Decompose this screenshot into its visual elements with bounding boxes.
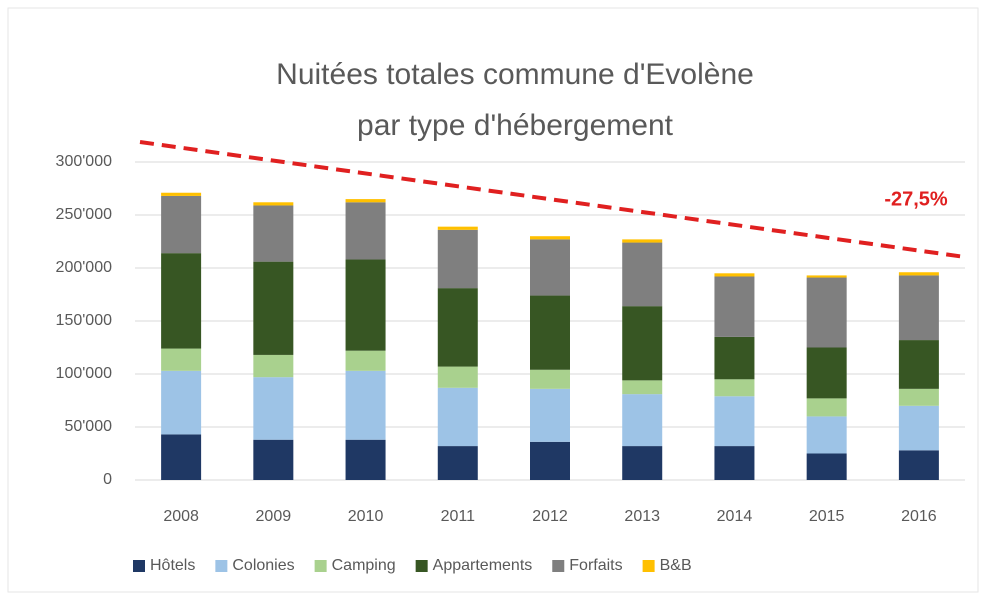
x-tick-label: 2010 — [348, 508, 384, 525]
bar-segment — [714, 396, 755, 447]
bar-segment — [622, 242, 663, 307]
bar-segment — [622, 380, 663, 395]
legend-label: Colonies — [232, 557, 294, 574]
bar-segment — [530, 369, 570, 389]
chart-border — [7, 7, 979, 593]
bar-segment — [437, 288, 478, 367]
legend-swatch — [314, 560, 327, 572]
legend-swatch — [415, 560, 428, 572]
y-tick-label: 300'000 — [56, 153, 113, 170]
bar-segment — [622, 239, 663, 243]
bar-segment — [161, 348, 202, 371]
bar-segment — [253, 354, 294, 378]
legend-swatch — [552, 560, 565, 572]
bar-segment — [161, 195, 202, 254]
bar-segment — [345, 439, 386, 480]
bar-segment — [161, 370, 202, 435]
bar-segment — [898, 340, 939, 389]
bar-segment — [345, 259, 386, 351]
bar-segment — [437, 387, 478, 447]
bar-segment — [714, 273, 755, 277]
bar-segment — [530, 236, 570, 240]
bar-segment — [622, 306, 663, 381]
bar-segment — [253, 261, 294, 355]
bar-segment — [253, 439, 294, 480]
bar-segment — [898, 272, 939, 276]
y-tick-label: 200'000 — [56, 259, 113, 276]
x-tick-label: 2011 — [441, 508, 476, 525]
x-tick-label: 2013 — [624, 508, 660, 525]
bar-segment — [898, 405, 939, 451]
bar-segment — [253, 377, 294, 440]
y-tick-label: 0 — [103, 471, 112, 488]
x-tick-label: 2009 — [256, 508, 292, 525]
bar-segment — [530, 239, 570, 296]
legend-label: Forfaits — [569, 557, 622, 574]
bar-segment — [898, 388, 939, 406]
bar-segment — [345, 350, 386, 371]
y-tick-label: 100'000 — [56, 365, 113, 382]
y-tick-label: 250'000 — [56, 206, 113, 223]
bar-segment — [898, 275, 939, 341]
bar-segment — [437, 229, 478, 289]
bar-segment — [161, 192, 202, 196]
bar-segment — [437, 366, 478, 388]
bar-segment — [161, 253, 202, 349]
bar-segment — [806, 453, 847, 480]
bar-segment — [806, 277, 847, 348]
bar-segment — [806, 347, 847, 399]
chart-title: par type d'hébergement — [357, 109, 674, 142]
y-tick-label: 50'000 — [64, 418, 112, 435]
bar-segment — [806, 416, 847, 454]
bar-segment — [437, 446, 478, 480]
x-tick-label: 2012 — [532, 508, 568, 525]
legend-swatch — [642, 560, 655, 572]
bar-segment — [530, 295, 570, 370]
chart-title: Nuitées totales commune d'Evolène — [276, 58, 754, 91]
bar-segment — [714, 336, 755, 380]
bar-segment — [622, 446, 663, 480]
bar-segment — [161, 434, 202, 480]
legend-label: B&B — [660, 557, 692, 574]
bar-segment — [714, 379, 755, 397]
legend-swatch — [133, 560, 145, 572]
x-tick-label: 2014 — [717, 508, 753, 525]
bar-segment — [530, 388, 570, 442]
bar-segment — [345, 202, 386, 260]
bar-segment — [806, 398, 847, 417]
legend-label: Appartements — [433, 557, 533, 574]
bar-segment — [253, 202, 294, 206]
bar-segment — [622, 394, 663, 447]
bar-segment — [253, 205, 294, 262]
bar-segment — [714, 446, 755, 480]
bar-segment — [345, 199, 386, 203]
y-tick-label: 150'000 — [56, 312, 113, 329]
trend-line — [139, 140, 966, 259]
bar-segment — [898, 450, 939, 480]
bar-segment — [530, 441, 570, 480]
legend-swatch — [215, 560, 228, 572]
bar-segment — [437, 226, 478, 230]
bar-segment — [806, 275, 847, 278]
annotation: -27,5% — [884, 188, 948, 210]
x-tick-label: 2016 — [901, 508, 937, 525]
legend-label: Camping — [332, 557, 396, 574]
x-tick-label: 2008 — [163, 508, 199, 525]
x-tick-label: 2015 — [809, 508, 845, 525]
bar-segment — [714, 276, 755, 337]
bar-segment — [345, 370, 386, 440]
legend-label: Hôtels — [150, 557, 195, 574]
